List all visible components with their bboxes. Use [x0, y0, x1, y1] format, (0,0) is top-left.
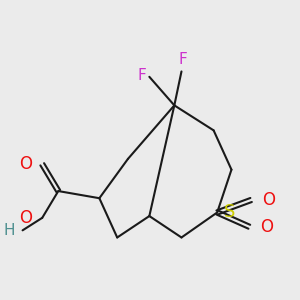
Text: O: O [260, 218, 273, 236]
Text: S: S [224, 203, 235, 221]
Text: F: F [138, 68, 146, 82]
Text: O: O [19, 154, 32, 172]
Text: O: O [19, 209, 32, 227]
Text: O: O [262, 191, 275, 209]
Text: H: H [3, 223, 15, 238]
Text: F: F [179, 52, 188, 67]
